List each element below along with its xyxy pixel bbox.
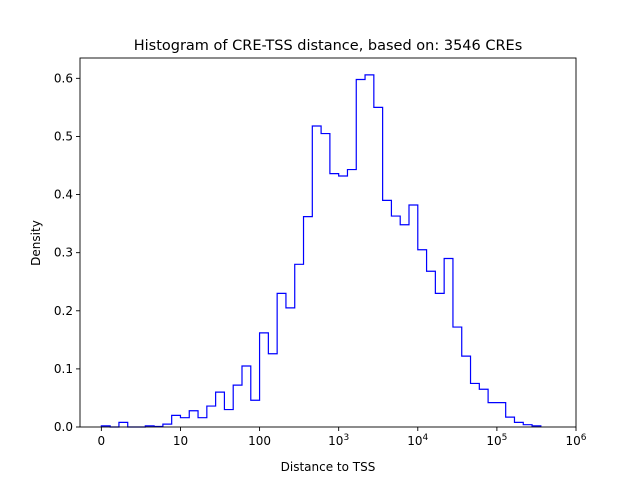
y-tick-label: 0.6 [54, 71, 73, 85]
x-tick-label: 106 [565, 433, 586, 448]
histogram-step-line [100, 74, 542, 428]
x-tick-label: 105 [486, 433, 507, 448]
y-tick-label: 0.1 [54, 362, 73, 376]
y-tick-label: 0.5 [54, 129, 73, 143]
y-tick-label: 0.4 [54, 188, 73, 202]
y-tick-label: 0.0 [54, 420, 73, 434]
x-axis-label: Distance to TSS [281, 460, 376, 474]
y-tick-label: 0.2 [54, 304, 73, 318]
chart-title: Histogram of CRE-TSS distance, based on:… [134, 38, 523, 54]
plot-frame [79, 57, 577, 428]
x-tick-label: 0 [98, 434, 106, 448]
y-axis-label: Density [29, 220, 43, 266]
y-tick-label: 0.3 [54, 246, 73, 260]
x-tick-label: 100 [248, 434, 271, 448]
x-tick-label: 10 [173, 434, 188, 448]
x-tick-label: 103 [328, 433, 349, 448]
x-tick-label: 104 [407, 433, 428, 448]
